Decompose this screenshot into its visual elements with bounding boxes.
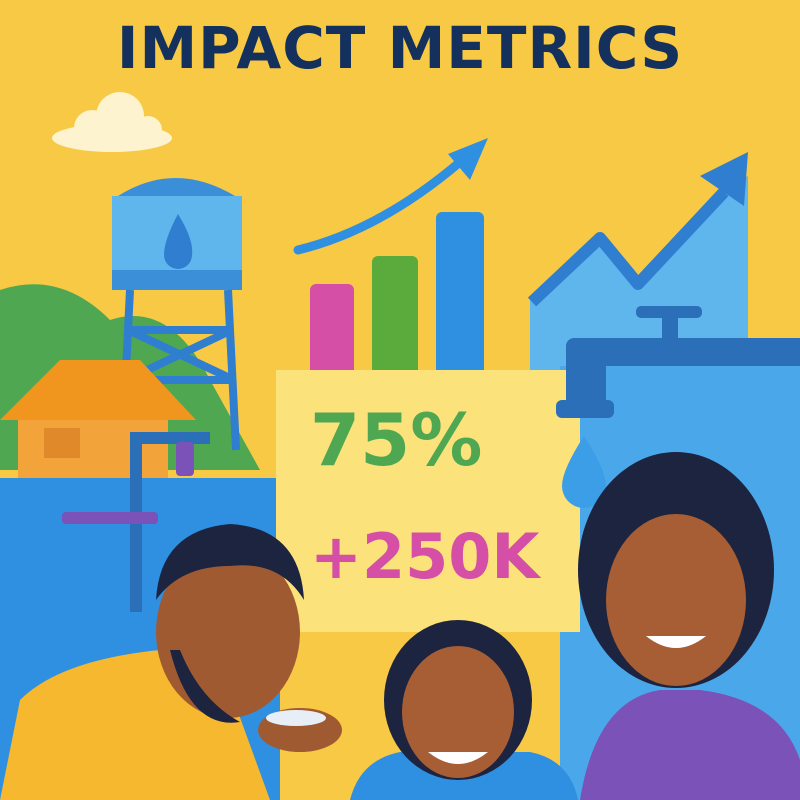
woman-figure [578, 452, 800, 800]
water-drop-icon [562, 436, 606, 508]
stat-panel [276, 370, 580, 632]
bar-chart-icon [293, 138, 488, 376]
house-icon [0, 360, 196, 480]
trend-arrow-icon [527, 152, 748, 370]
child-figure [350, 620, 578, 800]
water-tap-icon [556, 306, 800, 418]
stat-percentage: 75% [310, 398, 483, 482]
man-figure [0, 524, 342, 800]
water-tower-icon [112, 178, 242, 451]
page-title: IMPACT METRICS [116, 14, 684, 82]
stat-people-count: +250K [310, 520, 540, 593]
pipe-icon [62, 432, 210, 612]
cloud-icon [52, 92, 172, 152]
